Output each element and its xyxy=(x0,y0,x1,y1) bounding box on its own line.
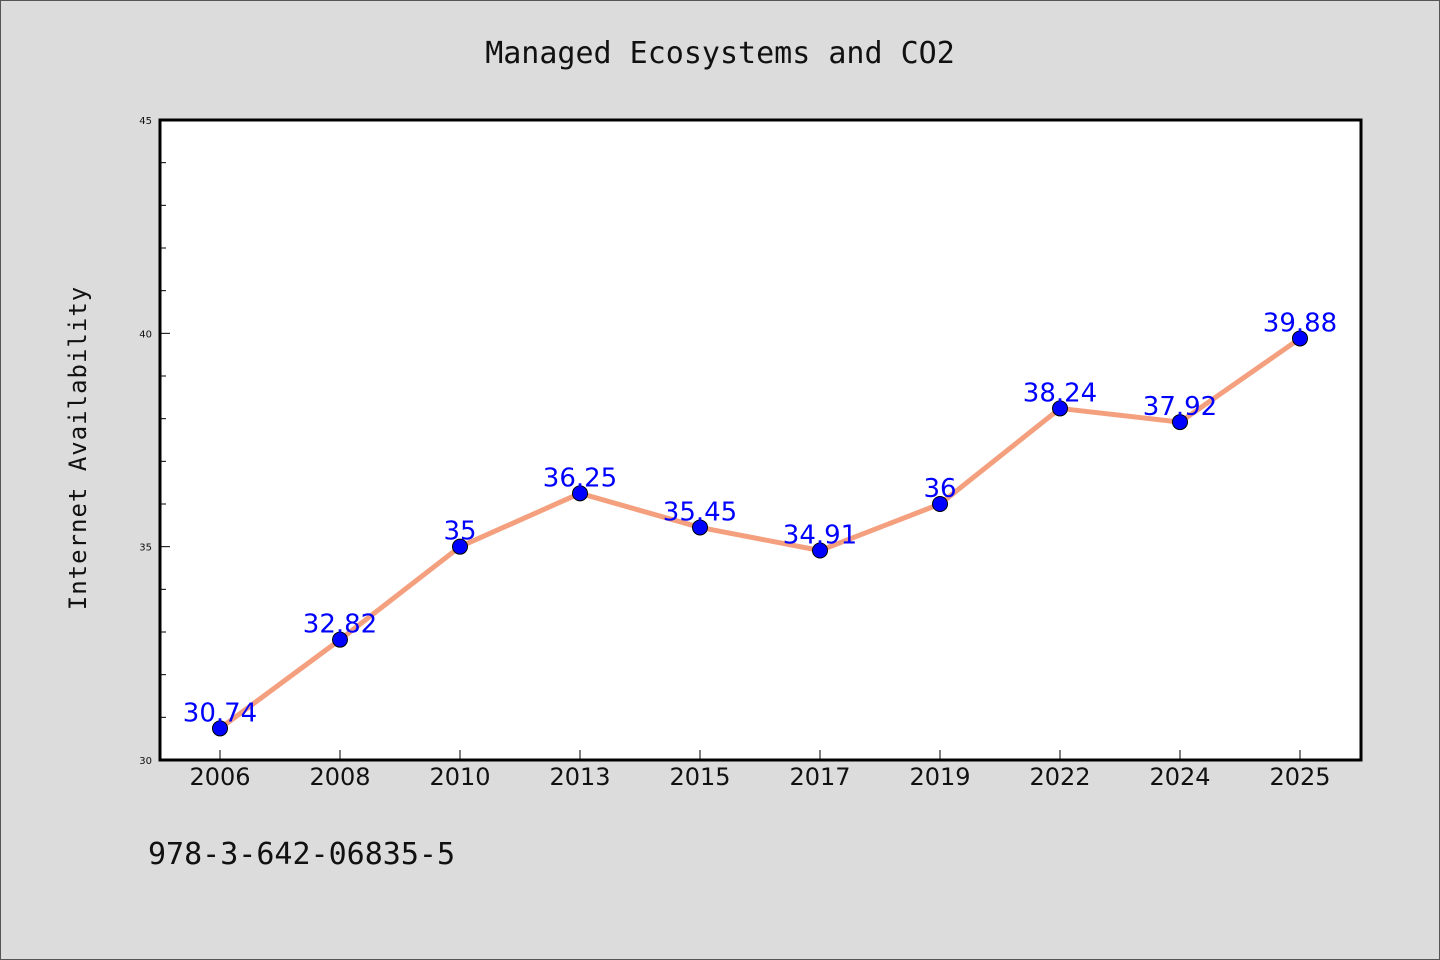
x-tick-label: 2015 xyxy=(669,763,730,791)
data-label: 35 xyxy=(443,517,476,547)
data-point-marker xyxy=(212,720,228,737)
data-point-marker xyxy=(1172,414,1188,431)
data-label: 37.92 xyxy=(1143,392,1217,422)
x-tick-label: 2017 xyxy=(789,763,850,791)
y-tick-label: 40 xyxy=(139,329,152,340)
data-label: 35.45 xyxy=(663,497,737,527)
y-tick-label: 45 xyxy=(139,116,152,127)
x-axis: 2006 2008 2010 2013 2015 2017 2019 2022 2024 2025 xyxy=(189,750,1331,791)
data-label: 36.25 xyxy=(543,463,617,493)
y-tick-label: 30 xyxy=(139,756,152,767)
data-labels-group: 30.74 32.82 35 36.25 35.45 34.91 36 38.24 37.92 3… xyxy=(183,308,1337,728)
series-line xyxy=(218,336,1302,731)
x-tick-label: 2019 xyxy=(909,763,970,791)
isbn-text: 978-3-642-06835-5 xyxy=(148,837,455,872)
data-point-marker xyxy=(452,538,468,555)
x-tick-label: 2008 xyxy=(309,763,370,791)
x-tick-label: 2025 xyxy=(1269,763,1330,791)
data-point-marker xyxy=(932,496,948,512)
chart-title: Managed Ecosystems and CO2 xyxy=(485,36,955,71)
data-label: 38.24 xyxy=(1023,378,1097,408)
series-line-group xyxy=(212,330,1308,737)
x-tick-label: 2024 xyxy=(1149,763,1210,791)
x-tick-label: 2010 xyxy=(429,763,490,791)
data-label: 30.74 xyxy=(183,698,257,728)
data-point-marker xyxy=(1052,400,1068,417)
data-label: 32.82 xyxy=(303,610,377,640)
plot-area xyxy=(160,120,1361,760)
x-tick-label: 2006 xyxy=(189,763,250,791)
y-tick-label: 35 xyxy=(139,543,152,554)
data-point-marker xyxy=(332,631,348,648)
x-tick-label: 2022 xyxy=(1029,763,1090,791)
x-tick-label: 2013 xyxy=(549,763,610,791)
data-point-marker xyxy=(1292,330,1308,347)
data-point-marker xyxy=(572,485,588,502)
data-point-marker xyxy=(812,542,828,559)
data-label: 34.91 xyxy=(783,521,857,551)
y-axis-label: Internet Availability xyxy=(64,286,92,610)
data-label: 39.88 xyxy=(1263,308,1337,338)
data-label: 36 xyxy=(923,474,956,504)
data-point-marker xyxy=(692,519,708,536)
plot-frame xyxy=(158,118,1363,762)
